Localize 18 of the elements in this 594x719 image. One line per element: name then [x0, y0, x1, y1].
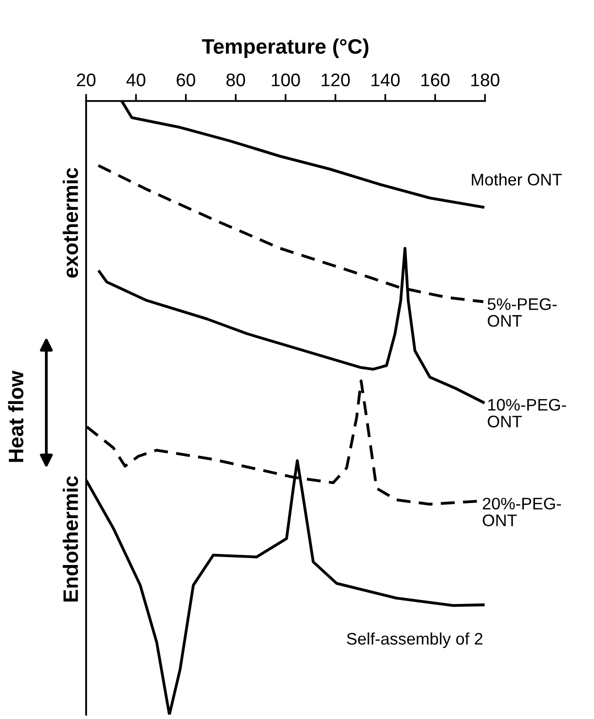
- y-axis-title: Heat flow: [8, 370, 24, 462]
- x-tick-label: 40: [126, 74, 146, 86]
- x-axis-title: Temperature (°C): [202, 38, 368, 58]
- series-label: 20%-PEG- ONT: [482, 498, 561, 526]
- series-label: 5%-PEG- ONT: [488, 298, 557, 327]
- text: exothermic: [62, 168, 78, 278]
- x-tick-label: 140: [372, 74, 400, 86]
- x-tick-label: 100: [272, 74, 300, 86]
- x-tick-label: 180: [471, 74, 500, 86]
- series-label: Mother ONT: [472, 173, 562, 186]
- x-tick-label: 20: [77, 74, 96, 86]
- text: Endothermic: [62, 476, 78, 602]
- series-label: 10%-PEG- ONT: [488, 398, 566, 428]
- x-tick-label: 60: [176, 74, 196, 86]
- x-tick-label: 160: [421, 74, 450, 86]
- x-tick-label: 80: [226, 74, 246, 86]
- x-tick-label: 120: [322, 74, 350, 86]
- series-label: Self-assembly of 2: [346, 632, 482, 648]
